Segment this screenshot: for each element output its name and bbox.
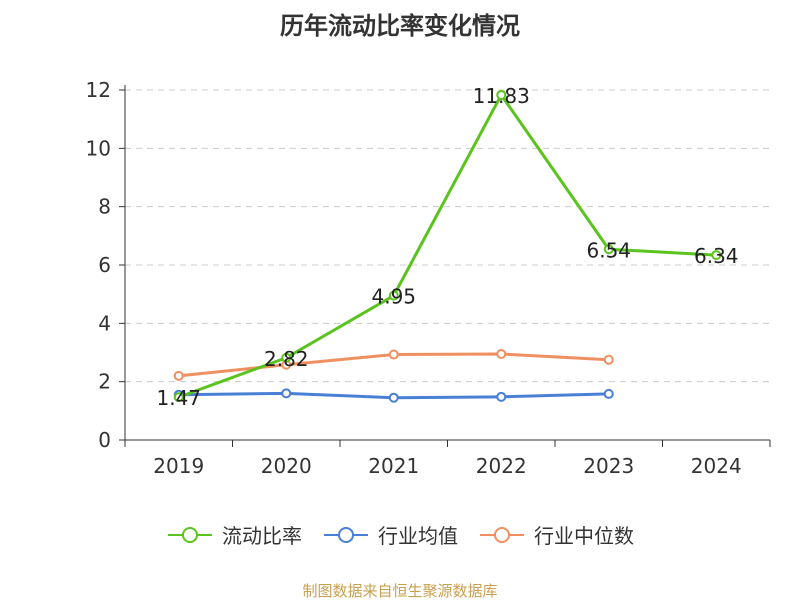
- legend-marker-industry-median: [480, 526, 524, 543]
- data-label: 6.34: [694, 244, 739, 268]
- data-point: [603, 354, 614, 365]
- data-point: [496, 348, 507, 359]
- data-point: [603, 388, 614, 399]
- data-point: [388, 392, 399, 403]
- x-tick-label: 2021: [368, 454, 419, 478]
- legend-label: 行业均值: [378, 524, 458, 548]
- data-point: [496, 89, 507, 100]
- x-tick-label: 2023: [583, 454, 634, 478]
- source-note: 制图数据来自恒生聚源数据库: [302, 582, 498, 600]
- series-line: [178, 93, 717, 399]
- x-tick-label: 2022: [476, 454, 527, 478]
- legend-label: 行业中位数: [534, 524, 634, 548]
- data-point: [711, 250, 722, 261]
- y-tick-label: 10: [86, 136, 111, 160]
- data-label: 4.95: [371, 285, 416, 309]
- data-label: 11.83: [473, 84, 530, 108]
- x-tick-label: 2020: [261, 454, 312, 478]
- data-label: 2.82: [264, 347, 309, 371]
- y-tick-label: 8: [98, 195, 111, 219]
- y-tick-label: 6: [98, 253, 111, 277]
- x-tick-label: 2019: [153, 454, 204, 478]
- y-tick-label: 12: [86, 78, 111, 102]
- data-point: [603, 244, 614, 255]
- data-point: [173, 392, 184, 403]
- data-label: 1.47: [156, 386, 201, 410]
- x-tick-label: 2024: [691, 454, 742, 478]
- legend: 流动比率 行业均值 行业中位数: [0, 520, 800, 549]
- legend-marker-current-ratio: [168, 526, 212, 543]
- data-point: [496, 391, 507, 402]
- y-tick-label: 2: [98, 370, 111, 394]
- data-point: [281, 388, 292, 399]
- y-tick-label: 4: [98, 311, 111, 335]
- data-point: [388, 349, 399, 360]
- data-point: [281, 352, 292, 363]
- legend-item-industry-mean[interactable]: 行业均值: [322, 520, 458, 549]
- legend-label: 流动比率: [222, 524, 302, 548]
- legend-marker-industry-mean: [324, 526, 368, 543]
- data-point: [173, 370, 184, 381]
- y-tick-label: 0: [98, 428, 111, 452]
- chart-title: 历年流动比率变化情况: [280, 12, 520, 40]
- legend-item-industry-median[interactable]: 行业中位数: [478, 520, 634, 549]
- legend-item-current-ratio[interactable]: 流动比率: [166, 520, 302, 549]
- data-point: [388, 290, 399, 301]
- data-label: 6.54: [586, 238, 631, 262]
